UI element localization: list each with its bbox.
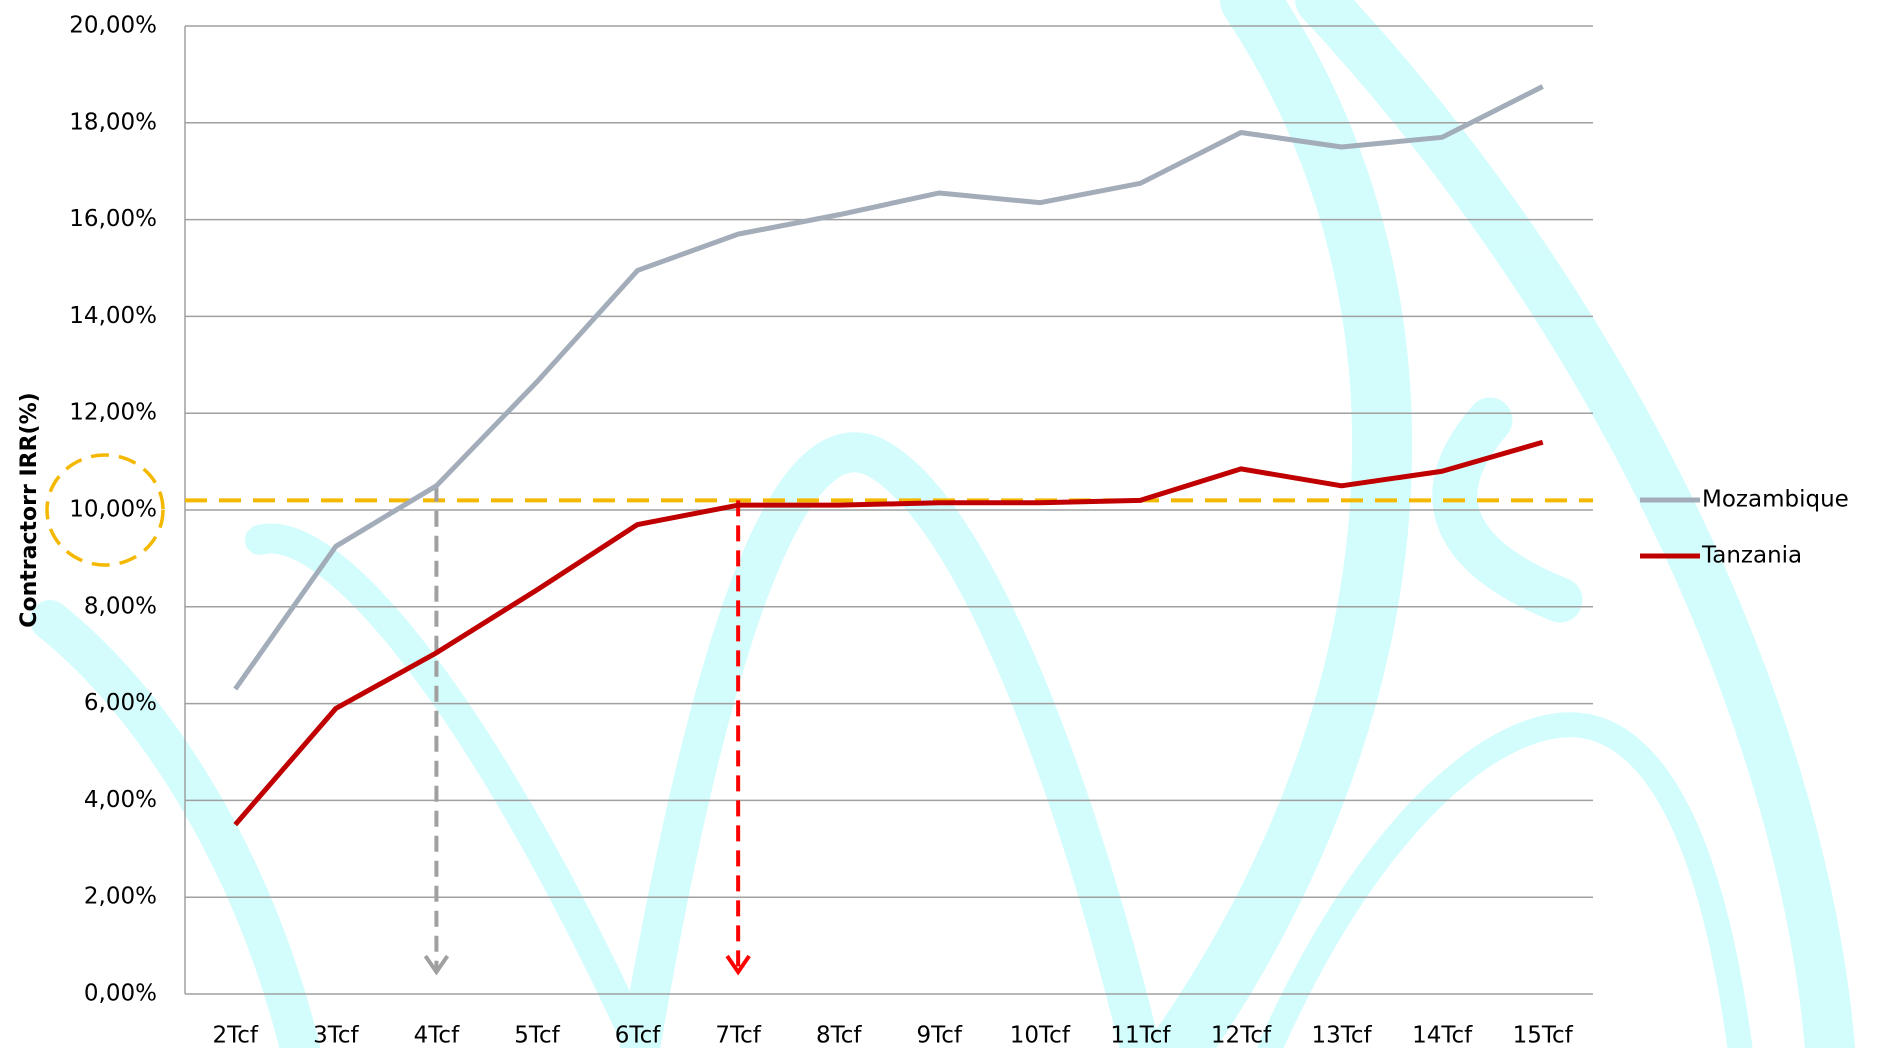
y-tick-label: 0,00% xyxy=(84,981,157,1007)
legend-label: Mozambique xyxy=(1702,487,1849,513)
x-tick-label: 13Tcf xyxy=(1311,1023,1372,1048)
y-tick-label: 8,00% xyxy=(84,593,157,619)
x-tick-label: 12Tcf xyxy=(1211,1023,1272,1048)
x-tick-label: 9Tcf xyxy=(917,1023,963,1048)
y-tick-label: 4,00% xyxy=(84,787,157,813)
x-tick-label: 15Tcf xyxy=(1513,1023,1574,1048)
x-tick-label: 7Tcf xyxy=(715,1023,761,1048)
x-tick-label: 14Tcf xyxy=(1412,1023,1473,1048)
y-tick-label: 16,00% xyxy=(69,206,157,232)
y-tick-label: 2,00% xyxy=(84,884,157,910)
x-tick-label: 11Tcf xyxy=(1110,1023,1171,1048)
legend-label: Tanzania xyxy=(1701,543,1802,569)
y-tick-label: 20,00% xyxy=(69,13,157,39)
x-tick-label: 8Tcf xyxy=(816,1023,862,1048)
y-tick-label: 6,00% xyxy=(84,690,157,716)
x-tick-label: 10Tcf xyxy=(1010,1023,1071,1048)
x-tick-label: 5Tcf xyxy=(514,1023,560,1048)
y-tick-label: 14,00% xyxy=(69,303,157,329)
series-line xyxy=(233,84,1544,691)
highlight-circle xyxy=(45,453,165,567)
x-tick-label: 6Tcf xyxy=(615,1023,661,1048)
y-axis-label: Contractorr IRR(%) xyxy=(17,392,42,627)
series-line xyxy=(233,439,1544,827)
y-tick-label: 10,00% xyxy=(69,497,157,523)
y-tick-label: 18,00% xyxy=(69,109,157,135)
x-tick-label: 4Tcf xyxy=(414,1023,460,1048)
watermark xyxy=(30,0,1855,1048)
x-tick-label: 3Tcf xyxy=(313,1023,359,1048)
x-tick-label: 2Tcf xyxy=(213,1023,259,1048)
y-tick-label: 12,00% xyxy=(69,400,157,426)
arrow-head xyxy=(423,954,450,976)
arrow-head xyxy=(725,954,751,976)
